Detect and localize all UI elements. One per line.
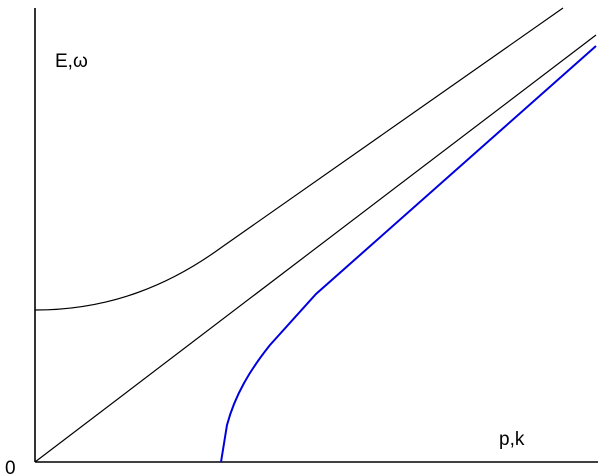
upper-curve <box>34 7 564 311</box>
x-axis-label: p,k <box>499 429 525 450</box>
y-axis-label: E,ω <box>55 51 88 72</box>
origin-label: 0 <box>5 458 16 476</box>
blue-curve <box>220 45 597 463</box>
diagonal-line <box>34 34 597 463</box>
